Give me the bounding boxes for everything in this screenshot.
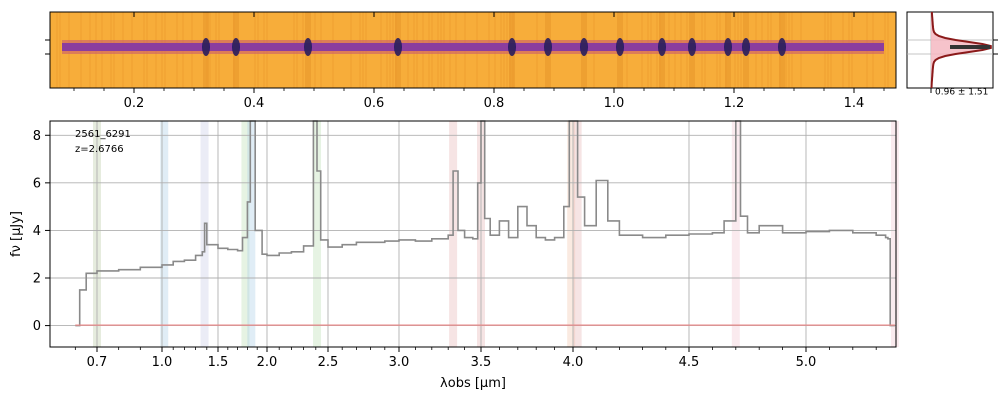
- two-d-noise-column: [56, 12, 58, 88]
- line-marker-band: [573, 121, 582, 347]
- y-tick-label: 0: [33, 319, 41, 334]
- x-tick-label: 3.5: [471, 355, 492, 370]
- x-tick-label: 3.0: [389, 355, 410, 370]
- y-tick-label: 2: [33, 272, 41, 287]
- trace-feature: [508, 38, 516, 56]
- two-d-x-tick-label: 0.2: [124, 96, 145, 111]
- trace-core: [62, 43, 884, 51]
- line-marker-band: [890, 121, 899, 347]
- trace-feature: [394, 38, 402, 56]
- y-tick-label: 4: [33, 224, 41, 239]
- two-d-frame: [49, 11, 897, 89]
- one-d-background: [50, 121, 896, 347]
- trace-feature: [304, 38, 312, 56]
- redshift-annotation: z=2.6766: [75, 144, 124, 155]
- x-tick-label: 4.5: [679, 355, 700, 370]
- two-d-noise-column: [884, 12, 886, 88]
- one-d-ticks: 0 2 4 6 8 0.7 1.0 1.5 2.0 2.5 3.0 3.5 4.0 4.5 5.0: [33, 129, 877, 370]
- spectrum-line: [75, 120, 895, 327]
- two-d-x-tick-label: 0.6: [364, 96, 385, 111]
- two-d-x-tick-label: 1.0: [604, 96, 625, 111]
- line-marker-band: [731, 121, 740, 347]
- y-axis-title: fν [μJy]: [9, 211, 24, 257]
- two-d-noise-column: [887, 12, 889, 88]
- x-tick-label: 1.0: [152, 355, 173, 370]
- trace-feature: [742, 38, 750, 56]
- profile-model-line: [930, 11, 992, 89]
- object-id-annotation: 2561_6291: [75, 129, 131, 140]
- x-tick-label: 4.0: [563, 355, 584, 370]
- two-d-x-tick-label: 0.4: [244, 96, 265, 111]
- trace-feature: [778, 38, 786, 56]
- trace-feature: [202, 38, 210, 56]
- trace-feature: [724, 38, 732, 56]
- two-d-x-tick-label: 0.8: [484, 96, 505, 111]
- x-tick-label: 2.0: [257, 355, 278, 370]
- two-d-ticks: 0.2 0.4 0.6 0.8 1.0 1.2 1.4: [45, 12, 885, 111]
- two-d-panel: 0.2 0.4 0.6 0.8 1.0 1.2 1.4: [45, 11, 897, 111]
- one-d-panel: 0 2 4 6 8 0.7 1.0 1.5 2.0 2.5 3.0 3.5 4.0 4.5 5.0 2561…: [9, 120, 899, 391]
- x-tick-label: 5.0: [796, 355, 817, 370]
- one-d-series: [75, 120, 895, 327]
- trace-feature: [544, 38, 552, 56]
- one-d-frame: [49, 120, 897, 348]
- one-d-grid: [50, 121, 896, 347]
- profile-panel: 0.96 ± 1.51: [906, 11, 998, 98]
- profile-label: 0.96 ± 1.51: [935, 88, 988, 98]
- trace-feature: [232, 38, 240, 56]
- two-d-trace: [62, 12, 884, 88]
- line-marker-band: [247, 121, 256, 347]
- y-tick-label: 6: [33, 176, 41, 191]
- line-marker-band: [160, 121, 169, 347]
- line-marker-band: [313, 121, 322, 347]
- profile-frame: [906, 11, 994, 89]
- two-d-x-tick-label: 1.4: [844, 96, 865, 111]
- profile-content: [907, 11, 998, 93]
- two-d-noise-column: [59, 12, 61, 88]
- trace-feature: [616, 38, 624, 56]
- x-axis-title: λobs [μm]: [440, 376, 506, 391]
- x-tick-label: 0.7: [87, 355, 108, 370]
- two-d-x-tick-label: 1.2: [724, 96, 745, 111]
- line-marker-band: [567, 121, 576, 347]
- x-tick-label: 1.5: [208, 355, 229, 370]
- profile-fill: [931, 12, 991, 88]
- trace-feature: [658, 38, 666, 56]
- trace-feature: [688, 38, 696, 56]
- line-marker-band: [241, 121, 250, 347]
- y-tick-label: 8: [33, 129, 41, 144]
- trace-feature: [580, 38, 588, 56]
- profile-data-peak: [950, 45, 990, 49]
- x-tick-label: 2.5: [318, 355, 339, 370]
